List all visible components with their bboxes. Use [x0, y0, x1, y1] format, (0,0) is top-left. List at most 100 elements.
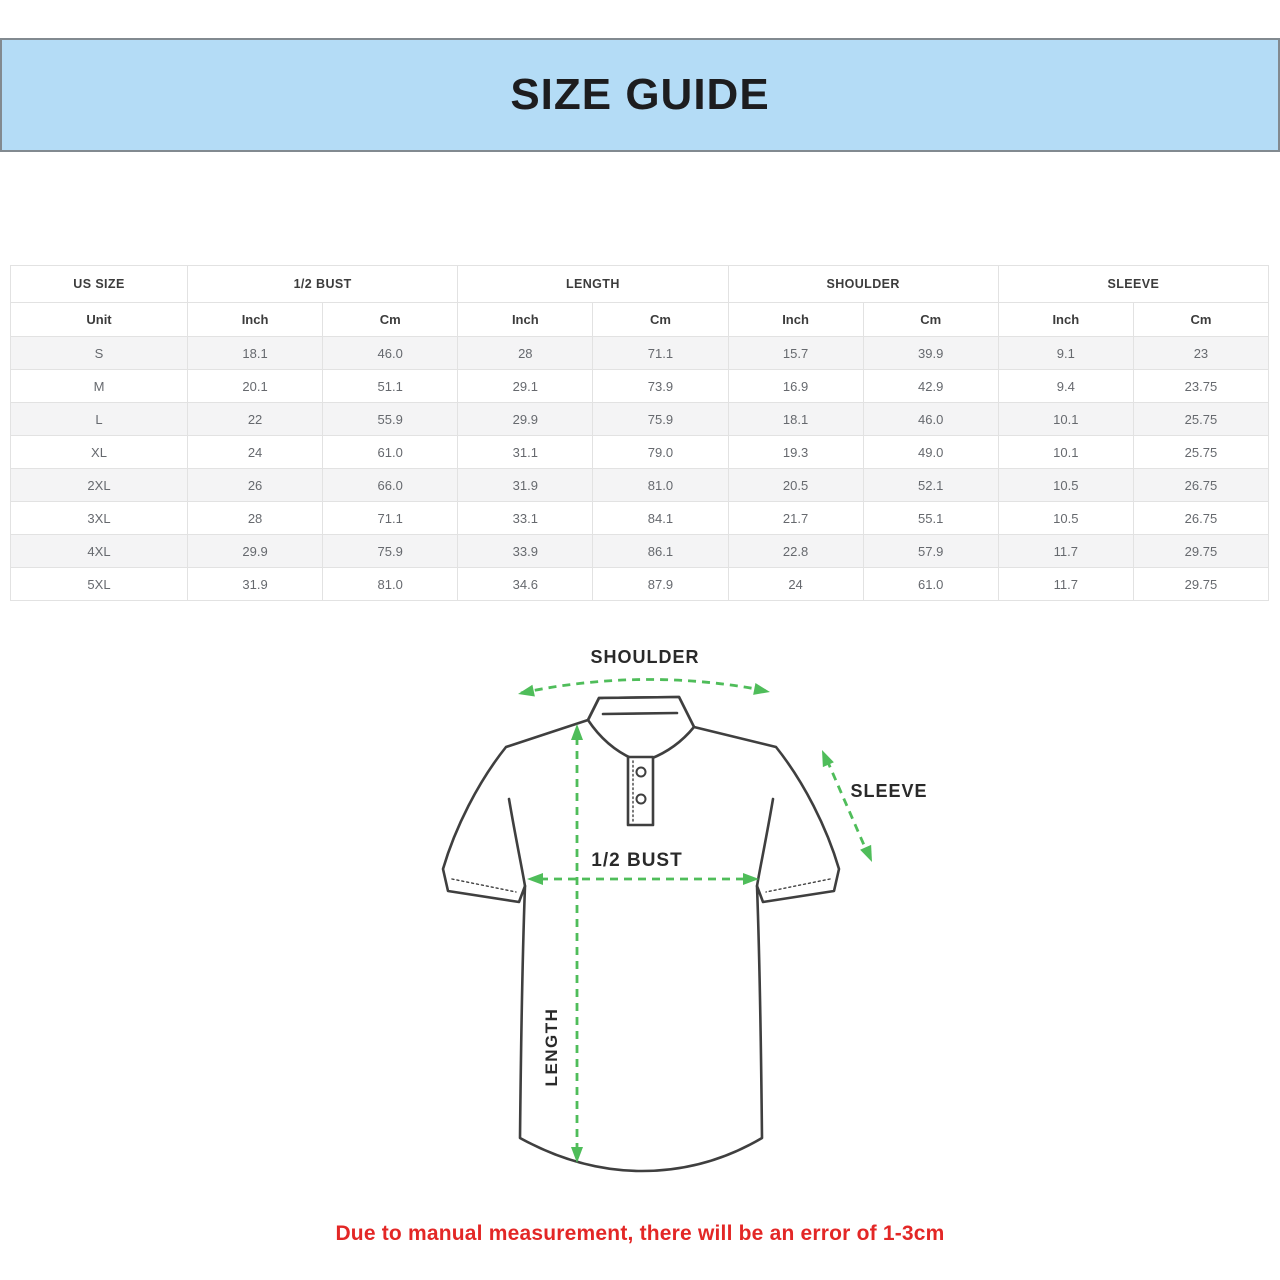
collar-stand-line: [601, 711, 679, 716]
value-cell: 71.1: [592, 336, 729, 370]
value-cell: 61.0: [322, 435, 459, 469]
value-cell: 49.0: [862, 435, 999, 469]
unit-header-cell: Cm: [862, 302, 999, 337]
value-cell: 39.9: [862, 336, 999, 370]
unit-header-cell: Unit: [10, 302, 188, 337]
value-cell: 23: [1132, 336, 1270, 370]
table-group-header-row: US SIZE 1/2 BUST LENGTH SHOULDER SLEEVE: [10, 265, 1270, 303]
value-cell: 52.1: [862, 468, 999, 502]
shoulder-label: SHOULDER: [590, 647, 699, 667]
shirt-outline: [441, 695, 841, 1173]
shoulder-arrowhead-left: [516, 684, 535, 700]
sleeve-label: SLEEVE: [850, 781, 927, 801]
button-top: [635, 766, 647, 778]
column-group-header: SHOULDER: [727, 265, 999, 303]
value-cell: 21.7: [727, 501, 864, 535]
page-title: SIZE GUIDE: [510, 70, 770, 119]
value-cell: 33.1: [457, 501, 594, 535]
size-row-4XL: 4XL 29.9 75.9 33.9 86.1 22.8 57.9 11.7 29.75: [10, 534, 1270, 568]
measurement-error-note: Due to manual measurement, there will be…: [335, 1222, 945, 1245]
value-cell: 25.75: [1132, 402, 1270, 436]
value-cell: 61.0: [862, 567, 999, 601]
value-cell: 10.1: [997, 435, 1134, 469]
table-unit-header-row: Unit Inch Cm Inch Cm Inch Cm Inch Cm: [10, 302, 1270, 337]
value-cell: 71.1: [322, 501, 459, 535]
size-cell: 2XL: [10, 468, 188, 502]
value-cell: 26.75: [1132, 468, 1270, 502]
column-group-header: US SIZE: [10, 265, 188, 303]
value-cell: 73.9: [592, 369, 729, 403]
value-cell: 33.9: [457, 534, 594, 568]
column-group-header: SLEEVE: [997, 265, 1270, 303]
value-cell: 29.9: [457, 402, 594, 436]
value-cell: 26.75: [1132, 501, 1270, 535]
size-row-3XL: 3XL 28 71.1 33.1 84.1 21.7 55.1 10.5 26.75: [10, 501, 1270, 535]
value-cell: 26: [186, 468, 324, 502]
size-row-2XL: 2XL 26 66.0 31.9 81.0 20.5 52.1 10.5 26.75: [10, 468, 1270, 502]
value-cell: 22: [186, 402, 324, 436]
size-cell: 4XL: [10, 534, 188, 568]
size-cell: M: [10, 369, 188, 403]
value-cell: 22.8: [727, 534, 864, 568]
unit-header-cell: Inch: [457, 302, 594, 337]
value-cell: 75.9: [322, 534, 459, 568]
value-cell: 20.5: [727, 468, 864, 502]
value-cell: 19.3: [727, 435, 864, 469]
size-row-XL: XL 24 61.0 31.1 79.0 19.3 49.0 10.1 25.75: [10, 435, 1270, 469]
column-group-header: 1/2 BUST: [186, 265, 459, 303]
value-cell: 24: [727, 567, 864, 601]
value-cell: 75.9: [592, 402, 729, 436]
value-cell: 9.1: [997, 336, 1134, 370]
shoulder-arrowhead-right: [753, 683, 772, 698]
right-armhole-seam: [755, 797, 775, 888]
value-cell: 86.1: [592, 534, 729, 568]
size-table-body: S 18.1 46.0 28 71.1 15.7 39.9 9.1 23 M 20.1 51.1 29.…: [10, 336, 1270, 601]
size-table-container: US SIZE 1/2 BUST LENGTH SHOULDER SLEEVE Unit I…: [10, 265, 1270, 601]
value-cell: 11.7: [997, 567, 1134, 601]
size-cell: L: [10, 402, 188, 436]
value-cell: 46.0: [862, 402, 999, 436]
unit-header-cell: Cm: [592, 302, 729, 337]
half-bust-label: 1/2 BUST: [591, 850, 682, 871]
size-cell: S: [10, 336, 188, 370]
value-cell: 16.9: [727, 369, 864, 403]
left-armhole-seam: [507, 797, 527, 888]
right-sleeve-stitch: [765, 878, 831, 893]
value-cell: 10.5: [997, 501, 1134, 535]
sleeve-measure-arrow: [825, 759, 869, 853]
value-cell: 55.9: [322, 402, 459, 436]
value-cell: 66.0: [322, 468, 459, 502]
value-cell: 10.5: [997, 468, 1134, 502]
value-cell: 20.1: [186, 369, 324, 403]
size-guide-banner: SIZE GUIDE: [0, 38, 1280, 152]
value-cell: 81.0: [322, 567, 459, 601]
value-cell: 55.1: [862, 501, 999, 535]
value-cell: 29.1: [457, 369, 594, 403]
unit-header-cell: Inch: [186, 302, 324, 337]
value-cell: 31.9: [457, 468, 594, 502]
size-row-S: S 18.1 46.0 28 71.1 15.7 39.9 9.1 23: [10, 336, 1270, 370]
sleeve-arrowhead-top: [816, 747, 834, 768]
polo-measurement-diagram: SHOULDER SLEEVE 1/2 BUST LENGTH: [441, 647, 927, 1173]
size-row-5XL: 5XL 31.9 81.0 34.6 87.9 24 61.0 11.7 29.75: [10, 567, 1270, 601]
length-label: LENGTH: [542, 1008, 561, 1087]
value-cell: 46.0: [322, 336, 459, 370]
size-cell: 5XL: [10, 567, 188, 601]
shoulder-measure-arrow: [520, 678, 768, 695]
unit-header-cell: Inch: [997, 302, 1134, 337]
value-cell: 29.9: [186, 534, 324, 568]
value-cell: 11.7: [997, 534, 1134, 568]
unit-header-cell: Cm: [1132, 302, 1270, 337]
value-cell: 9.4: [997, 369, 1134, 403]
value-cell: 31.1: [457, 435, 594, 469]
value-cell: 18.1: [186, 336, 324, 370]
value-cell: 29.75: [1132, 534, 1270, 568]
size-cell: 3XL: [10, 501, 188, 535]
collar-back: [586, 695, 696, 729]
button-bottom: [635, 793, 647, 805]
value-cell: 84.1: [592, 501, 729, 535]
value-cell: 79.0: [592, 435, 729, 469]
value-cell: 87.9: [592, 567, 729, 601]
value-cell: 25.75: [1132, 435, 1270, 469]
